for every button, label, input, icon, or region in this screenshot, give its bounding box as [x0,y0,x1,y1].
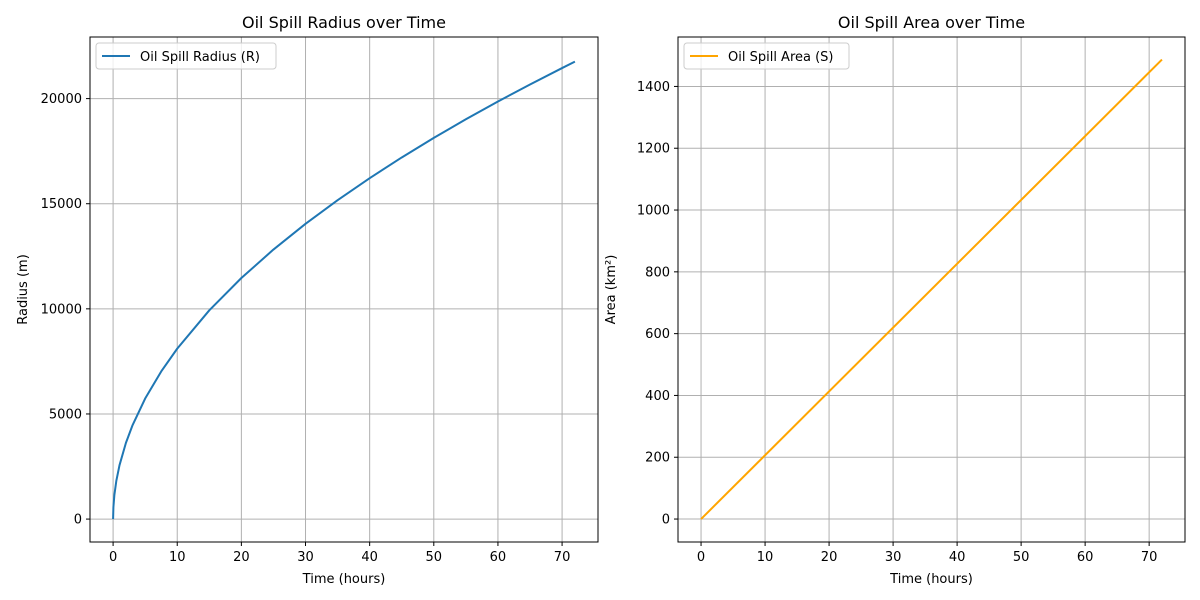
area-chart-x-axis-label: Time (hours) [889,572,973,587]
radius-chart-grid [90,37,598,542]
area-chart-y-tick-label: 200 [645,451,670,466]
area-chart-legend: Oil Spill Area (S) [683,42,850,70]
radius-chart-x-tick-label: 60 [490,550,507,565]
radius-chart-y-tick-label: 15000 [41,197,82,212]
area-chart-y-tick-label: 600 [645,327,670,342]
radius-chart-series-layer [112,60,576,520]
area-chart-x-tick-label: 60 [1077,550,1094,565]
radius-chart-title: Oil Spill Radius over Time [242,13,446,32]
area-chart-x-tick-label: 50 [1013,550,1030,565]
radius-chart-x-tick-label: 70 [554,550,571,565]
area-chart-frame [677,36,1186,543]
area-chart-x-tick-label: 40 [949,550,966,565]
area-chart-y-axis-label: Area (km²) [604,255,619,325]
area-chart-y-tick-label: 400 [645,389,670,404]
radius-chart-x-tick-label: 10 [169,550,186,565]
area-chart-x-tick-label: 70 [1141,550,1158,565]
radius-chart: 0 10 20 30 40 50 60 70 0 5000 10000 15000 20000 Oil … [16,13,599,587]
area-chart-y-tick-label: 0 [662,513,670,528]
area-chart-legend-label: Oil Spill Area (S) [728,50,834,65]
radius-chart-y-tick-label: 5000 [49,407,82,422]
radius-chart-legend-label: Oil Spill Radius (R) [140,50,260,65]
radius-chart-frame [89,36,599,543]
radius-chart-x-tick-label: 20 [233,550,250,565]
radius-chart-x-tick-label: 40 [361,550,378,565]
radius-chart-series-line-0 [112,60,576,520]
area-chart-x-tick-label: 10 [757,550,774,565]
area-chart-y-tick-label: 1200 [637,142,670,157]
radius-chart-x-tick-label: 30 [297,550,314,565]
area-chart-series-layer [700,58,1163,520]
radius-chart-ticks: 0 10 20 30 40 50 60 70 0 5000 10000 15000 20000 [41,92,571,565]
area-chart-series-line-0 [700,58,1163,520]
radius-chart-x-tick-label: 50 [426,550,443,565]
area-chart-x-tick-label: 20 [821,550,838,565]
radius-chart-x-tick-label: 0 [109,550,117,565]
area-chart-legend-box [683,42,850,70]
area-chart-y-tick-label: 1400 [637,80,670,95]
area-chart-x-tick-label: 0 [697,550,705,565]
area-chart-ticks: 0 10 20 30 40 50 60 70 0 200 400 600 800 1000 1200 1400 [637,80,1158,565]
radius-chart-y-axis-label: Radius (m) [16,254,31,325]
radius-chart-y-tick-label: 10000 [41,302,82,317]
radius-chart-y-tick-label: 20000 [41,92,82,107]
area-chart: 0 10 20 30 40 50 60 70 0 200 400 600 800 1000 1200 1400… [604,13,1186,587]
radius-chart-legend-box [95,42,277,70]
area-chart-y-tick-label: 800 [645,265,670,280]
area-chart-title: Oil Spill Area over Time [838,13,1025,32]
radius-chart-legend: Oil Spill Radius (R) [95,42,277,70]
area-chart-x-tick-label: 30 [885,550,902,565]
area-chart-grid [678,37,1185,542]
area-chart-y-tick-label: 1000 [637,204,670,219]
radius-chart-y-tick-label: 0 [74,513,82,528]
radius-chart-x-axis-label: Time (hours) [302,572,386,587]
